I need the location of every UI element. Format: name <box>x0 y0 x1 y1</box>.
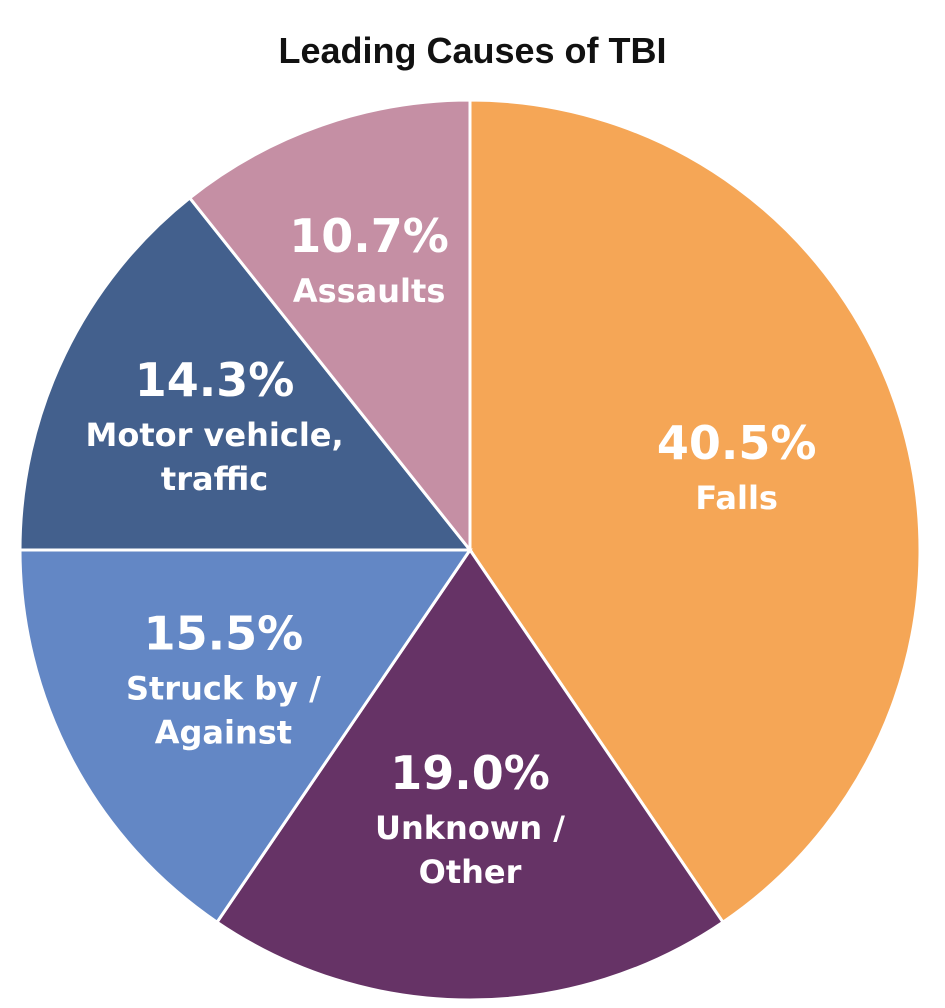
chart-title: Leading Causes of TBI <box>278 30 667 71</box>
pie-slice <box>468 98 922 925</box>
slice-category-label: Unknown / <box>375 809 565 847</box>
pie-slice <box>18 548 473 925</box>
pie-slice <box>214 547 726 1002</box>
slice-category-label: Against <box>155 714 292 752</box>
slice-percent-label: 10.7% <box>289 209 449 263</box>
slice-category-label: Struck by / <box>126 670 321 708</box>
slice-category-label: traffic <box>161 460 268 498</box>
slice-percent-label: 15.5% <box>144 607 304 661</box>
slice-percent-label: 19.0% <box>390 746 550 800</box>
slice-percent-label: 14.3% <box>135 353 295 407</box>
slice-percent-label: 40.5% <box>657 416 817 470</box>
slice-category-label: Motor vehicle, <box>86 416 344 454</box>
slice-category-label: Falls <box>695 479 778 517</box>
slice-category-label: Other <box>419 853 522 891</box>
pie-slice <box>187 98 472 555</box>
pie-slice <box>18 195 474 552</box>
slice-category-label: Assaults <box>293 272 446 310</box>
